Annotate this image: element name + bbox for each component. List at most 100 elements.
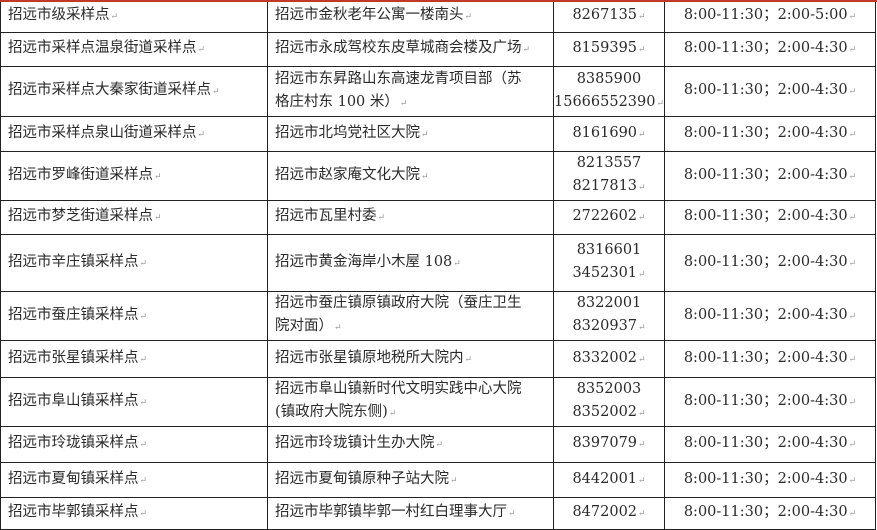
table-row: 招远市采样点泉山街道采样点招远市北坞党社区大院81616908:00-11:30…	[0, 116, 876, 152]
site-name-cell: 招远市蚕庄镇采样点	[0, 291, 268, 341]
table-row: 招远市辛庄镇采样点招远市黄金海岸小木屋 108 8316601 34523018:0…	[0, 234, 876, 292]
phone-cell-text: 15666552390	[555, 91, 664, 116]
site-name-cell: 招远市张星镇采样点	[0, 340, 268, 378]
hours-cell: 8:00-11:30；2:00-4:30	[664, 234, 876, 292]
table-row: 招远市玲珑镇采样点招远市玲珑镇计生办大院83970798:00-11:30；2:…	[0, 426, 876, 463]
hours-cell-text: 8:00-11:30；2:00-4:30	[666, 37, 875, 62]
site-name-cell: 招远市阜山镇采样点	[0, 377, 268, 427]
address-cell: 招远市赵家庵文化大院	[267, 151, 554, 201]
site-name-cell: 招远市辛庄镇采样点	[0, 234, 268, 292]
table-row: 招远市夏甸镇采样点招远市夏甸镇原种子站大院84420018:00-11:30；2…	[0, 462, 876, 498]
phone-cell-text: 8322001	[576, 295, 642, 311]
hours-cell-text: 8:00-11:30；2:00-4:30	[666, 432, 875, 457]
phone-cell: 8316601 3452301	[553, 234, 665, 292]
address-cell: 招远市永成驾校东皮草城商会楼及广场	[267, 32, 554, 67]
phone-cell-text: 8472002	[555, 501, 664, 526]
address-cell-text: 招远市蚕庄镇原镇政府大院（蚕庄卫生	[275, 295, 522, 311]
address-cell: 招远市玲珑镇计生办大院	[267, 426, 554, 463]
site-name-cell-text: 招远市梦芝街道采样点	[8, 205, 267, 230]
hours-cell: 8:00-11:30；2:00-4:30	[664, 497, 876, 530]
site-name-cell: 招远市采样点泉山街道采样点	[0, 116, 268, 152]
phone-cell: 8385900 15666552390	[553, 66, 665, 117]
address-cell-text: 招远市夏甸镇原种子站大院	[275, 468, 553, 493]
site-name-cell: 招远市级采样点	[0, 0, 268, 33]
site-name-cell: 招远市梦芝街道采样点	[0, 200, 268, 235]
address-cell: 招远市北坞党社区大院	[267, 116, 554, 152]
hours-cell: 8:00-11:30；2:00-4:30	[664, 340, 876, 378]
phone-cell-text: 8385900	[576, 70, 642, 87]
phone-cell-text: 8352002	[555, 401, 664, 426]
phone-cell: 8352003 8352002	[553, 377, 665, 427]
phone-cell: 8213557 8217813	[553, 151, 665, 201]
phone-cell-text: 3452301	[555, 262, 664, 287]
site-name-cell: 招远市罗峰街道采样点	[0, 151, 268, 201]
address-cell: 招远市金秋老年公寓一楼南头	[267, 0, 554, 33]
address-cell-text: 招远市黄金海岸小木屋 108	[275, 251, 553, 276]
hours-cell-text: 8:00-11:30；2:00-4:30	[666, 79, 875, 104]
site-name-cell-text: 招远市蚕庄镇采样点	[8, 304, 267, 329]
address-cell: 招远市瓦里村委	[267, 200, 554, 235]
address-cell-text: 招远市赵家庵文化大院	[275, 164, 553, 189]
site-name-cell-text: 招远市阜山镇采样点	[8, 390, 267, 415]
hours-cell: 8:00-11:30；2:00-4:30	[664, 426, 876, 463]
table-row: 招远市采样点温泉街道采样点招远市永成驾校东皮草城商会楼及广场81593958:0…	[0, 32, 876, 67]
phone-cell-text: 8316601	[576, 242, 642, 258]
address-cell: 招远市东昇路山东高速龙青项目部（苏 格庄村东 100 米）	[267, 66, 554, 117]
table-row: 招远市罗峰街道采样点招远市赵家庵文化大院 8213557 82178138:00-1…	[0, 151, 876, 201]
hours-cell-text: 8:00-11:30；2:00-4:30	[666, 164, 875, 189]
hours-cell: 8:00-11:30；2:00-5:00	[664, 0, 876, 33]
phone-cell-text: 8320937	[555, 315, 664, 340]
hours-cell-text: 8:00-11:30；2:00-4:30	[666, 501, 875, 526]
hours-cell: 8:00-11:30；2:00-4:30	[664, 32, 876, 67]
phone-cell-text: 8161690	[555, 122, 664, 147]
site-name-cell-text: 招远市采样点温泉街道采样点	[8, 37, 267, 62]
address-cell-text: 招远市东昇路山东高速龙青项目部（苏	[275, 70, 522, 87]
site-name-cell-text: 招远市张星镇采样点	[8, 347, 267, 372]
phone-cell-text: 8159395	[555, 37, 664, 62]
site-name-cell-text: 招远市级采样点	[8, 4, 267, 29]
site-name-cell: 招远市玲珑镇采样点	[0, 426, 268, 463]
address-cell: 招远市毕郭镇毕郭一村红白理事大厅	[267, 497, 554, 530]
phone-cell: 8161690	[553, 116, 665, 152]
hours-cell: 8:00-11:30；2:00-4:30	[664, 462, 876, 498]
address-cell-text: 招远市张星镇原地税所大院内	[275, 347, 553, 372]
phone-cell: 8397079	[553, 426, 665, 463]
hours-cell-text: 8:00-11:30；2:00-4:30	[666, 251, 875, 276]
site-name-cell: 招远市采样点大秦家街道采样点	[0, 66, 268, 117]
address-cell-text: 招远市玲珑镇计生办大院	[275, 432, 553, 457]
address-cell: 招远市黄金海岸小木屋 108	[267, 234, 554, 292]
site-name-cell-text: 招远市毕郭镇采样点	[8, 501, 267, 526]
address-cell-text: 招远市瓦里村委	[275, 205, 553, 230]
hours-cell: 8:00-11:30；2:00-4:30	[664, 66, 876, 117]
hours-cell: 8:00-11:30；2:00-4:30	[664, 291, 876, 341]
site-name-cell-text: 招远市罗峰街道采样点	[8, 164, 267, 189]
phone-cell-text: 2722602	[555, 205, 664, 230]
address-cell-text: 招远市阜山镇新时代文明实践中心大院	[275, 381, 522, 397]
phone-cell: 8472002	[553, 497, 665, 530]
phone-cell-text: 8267135	[555, 4, 664, 29]
address-cell: 招远市夏甸镇原种子站大院	[267, 462, 554, 498]
address-cell: 招远市蚕庄镇原镇政府大院（蚕庄卫生 院对面）	[267, 291, 554, 341]
address-cell-text: 招远市毕郭镇毕郭一村红白理事大厅	[275, 501, 553, 526]
hours-cell-text: 8:00-11:30；2:00-4:30	[666, 304, 875, 329]
address-cell: 招远市阜山镇新时代文明实践中心大院 (镇政府大院东侧)	[267, 377, 554, 427]
hours-cell-text: 8:00-11:30；2:00-4:30	[666, 390, 875, 415]
address-cell-text: (镇政府大院东侧)	[275, 401, 553, 426]
table-row: 招远市阜山镇采样点招远市阜山镇新时代文明实践中心大院(镇政府大院东侧)83520…	[0, 377, 876, 427]
phone-cell-text: 8352003	[576, 381, 642, 397]
site-name-cell-text: 招远市夏甸镇采样点	[8, 468, 267, 493]
table-row: 招远市毕郭镇采样点招远市毕郭镇毕郭一村红白理事大厅84720028:00-11:…	[0, 497, 876, 530]
hours-cell: 8:00-11:30；2:00-4:30	[664, 116, 876, 152]
phone-cell: 8442001	[553, 462, 665, 498]
hours-cell-text: 8:00-11:30；2:00-4:30	[666, 122, 875, 147]
phone-cell-text: 8332002	[555, 347, 664, 372]
table-row: 招远市梦芝街道采样点招远市瓦里村委27226028:00-11:30；2:00-…	[0, 200, 876, 235]
hours-cell: 8:00-11:30；2:00-4:30	[664, 377, 876, 427]
hours-cell-text: 8:00-11:30；2:00-4:30	[666, 468, 875, 493]
phone-cell-text: 8213557	[576, 155, 642, 171]
hours-cell-text: 8:00-11:30；2:00-4:30	[666, 347, 875, 372]
hours-cell: 8:00-11:30；2:00-4:30	[664, 200, 876, 235]
hours-cell-text: 8:00-11:30；2:00-4:30	[666, 205, 875, 230]
